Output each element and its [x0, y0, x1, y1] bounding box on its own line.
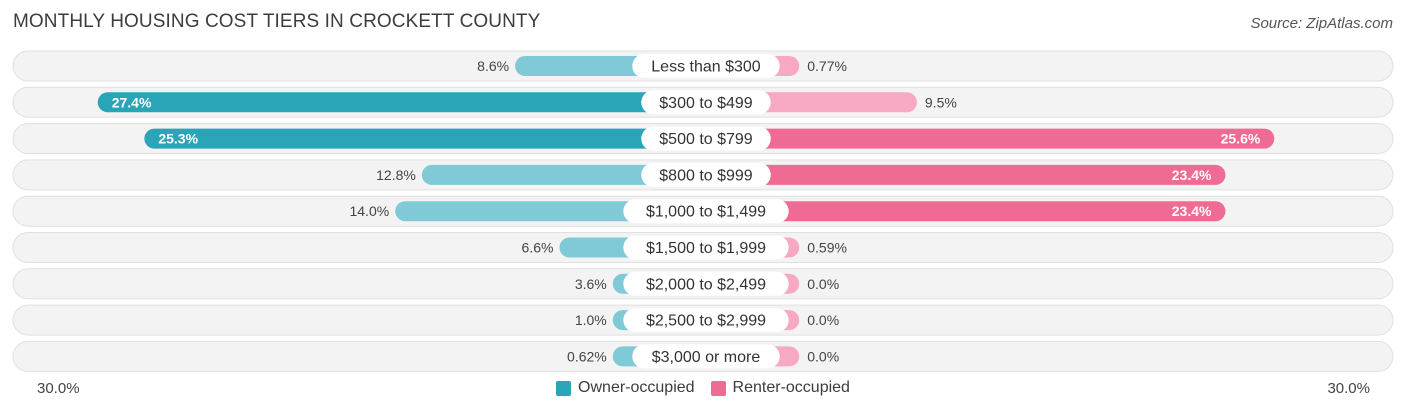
category-label: Less than $300 [651, 59, 761, 76]
renter-value-label: 0.0% [807, 348, 839, 364]
owner-value-label: 25.3% [158, 131, 198, 147]
renter-bar [706, 164, 1226, 185]
chart-title: MONTHLY HOUSING COST TIERS IN CROCKETT C… [13, 11, 541, 32]
legend-swatch-renter [710, 380, 726, 396]
owner-bar [97, 92, 707, 113]
renter-value-label: 0.59% [807, 240, 847, 256]
category-pill [641, 90, 771, 115]
renter-bar [706, 201, 1226, 222]
axis-left-label: 30.0% [37, 380, 80, 397]
owner-bar [421, 164, 706, 185]
owner-value-label: 0.62% [567, 348, 607, 364]
renter-value-label: 0.77% [807, 58, 847, 74]
category-pill [632, 54, 780, 78]
legend-item-renter: Renter-occupied [710, 379, 850, 397]
owner-value-label: 8.6% [477, 58, 509, 74]
owner-value-label: 1.0% [575, 312, 607, 328]
renter-bar [706, 128, 1275, 149]
legend: Owner-occupied Renter-occupied [0, 379, 1406, 397]
category-label: $3,000 or more [652, 349, 761, 366]
category-pill [641, 162, 771, 187]
owner-value-label: 27.4% [112, 94, 152, 110]
source-credit: Source: ZipAtlas.com [1250, 15, 1393, 32]
category-label: $300 to $499 [659, 95, 753, 112]
category-pill [623, 235, 789, 260]
owner-value-label: 6.6% [522, 240, 554, 256]
owner-value-label: 12.8% [376, 167, 416, 183]
category-label: $800 to $999 [659, 167, 753, 184]
category-label: $500 to $799 [659, 131, 753, 148]
legend-swatch-owner [556, 380, 572, 396]
category-label: $2,000 to $2,499 [646, 276, 766, 293]
renter-value-label: 23.4% [1172, 167, 1212, 183]
owner-bar [144, 128, 707, 149]
category-pill [632, 344, 780, 369]
legend-label-owner: Owner-occupied [578, 379, 695, 396]
category-label: $1,000 to $1,499 [646, 204, 766, 221]
category-pill [623, 199, 789, 224]
category-pill [641, 126, 771, 151]
renter-value-label: 25.6% [1221, 131, 1261, 147]
renter-value-label: 0.0% [807, 312, 839, 328]
legend-label-renter: Renter-occupied [732, 379, 850, 396]
category-label: $2,500 to $2,999 [646, 313, 766, 330]
category-pill [623, 271, 789, 296]
owner-value-label: 14.0% [349, 203, 389, 219]
renter-value-label: 0.0% [807, 276, 839, 292]
category-label: $1,500 to $1,999 [646, 240, 766, 257]
category-pill [623, 308, 789, 333]
legend-item-owner: Owner-occupied [556, 379, 695, 397]
owner-value-label: 3.6% [575, 276, 607, 292]
renter-value-label: 23.4% [1172, 203, 1212, 219]
renter-value-label: 9.5% [925, 94, 957, 110]
axis-right-label: 30.0% [1327, 380, 1370, 397]
